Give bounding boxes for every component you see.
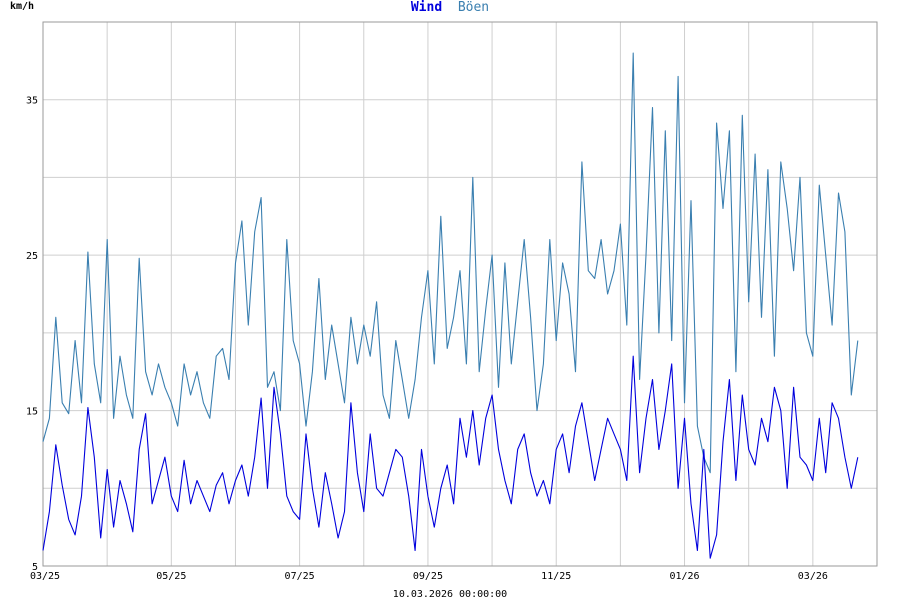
y-tick-label: 25 [26,251,38,262]
y-tick-label: 5 [32,562,38,573]
y-tick-label: 15 [26,407,38,418]
x-tick-label: 11/25 [541,571,571,582]
title-wind: Wind [411,0,442,15]
x-tick-label: 01/26 [669,571,699,582]
x-tick-label: 05/25 [156,571,186,582]
y-tick-labels: 35 25 15 5 [26,96,38,573]
plot-frame [42,21,878,567]
title-gust: Böen [458,0,489,15]
chart-title: Wind Böen [411,0,489,15]
series [42,52,859,559]
y-tick-label: 35 [26,96,38,107]
x-tick-labels: 03/25 05/25 07/25 09/25 11/25 01/26 03/26 [30,571,828,582]
x-tick-label: 07/25 [285,571,315,582]
x-tick-label: 09/25 [413,571,443,582]
y-axis-unit: km/h [10,1,34,12]
x-axis-timestamp: 10.03.2026 00:00:00 [393,589,507,600]
series-line-wind [42,355,859,559]
x-tick-label: 03/25 [30,571,60,582]
series-line-gusts [42,52,859,474]
x-tick-label: 03/26 [798,571,828,582]
